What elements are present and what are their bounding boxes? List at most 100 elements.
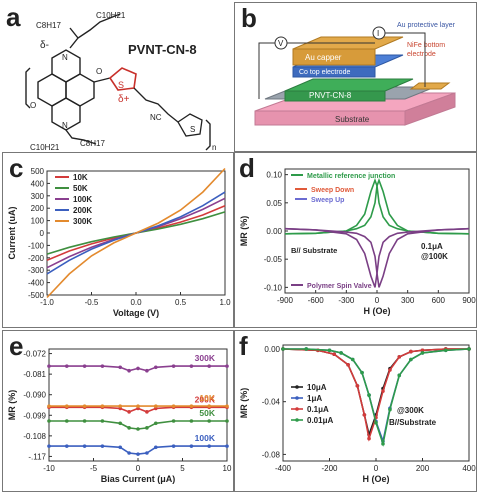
y-tick-label: 200 — [31, 204, 45, 213]
atom-n-bottom: N — [62, 121, 68, 130]
data-point — [189, 364, 194, 368]
legend-label: 10μA — [307, 383, 327, 392]
annot-nife-2: electrode — [407, 51, 436, 58]
data-point — [145, 368, 149, 373]
ammeter-label: I — [377, 29, 379, 38]
x-tick-label: -400 — [275, 464, 292, 473]
annotation-temperature: @300K — [397, 406, 424, 415]
series-label: 10K — [199, 393, 215, 403]
data-point — [127, 368, 131, 373]
data-point — [100, 404, 105, 408]
series-line — [46, 167, 226, 299]
chart-e: -10 -5 0 5 10 -.117 -0.108 -0.099 -0.090 -0.081 -0… — [7, 348, 232, 484]
legend-label: 50K — [73, 184, 88, 193]
data-point — [82, 444, 87, 448]
data-point — [47, 404, 51, 408]
panel-c-label: c — [9, 153, 24, 183]
annot-nife-1: NiFe bottom — [407, 42, 445, 49]
data-point — [381, 442, 385, 446]
data-point — [367, 393, 371, 397]
data-point — [82, 364, 87, 368]
layer-label-co: Co top electrode — [299, 69, 350, 76]
data-point — [189, 404, 194, 408]
x-tick-label: 400 — [462, 464, 476, 473]
chain-label-3: C8H17 — [80, 139, 105, 148]
x-axis-label: Bias Current (μA) — [101, 474, 176, 484]
panel-f-label: f — [239, 331, 248, 361]
data-point — [118, 404, 122, 408]
data-point — [381, 389, 385, 393]
data-point — [304, 347, 309, 351]
plot-frame — [282, 344, 470, 462]
x-tick-label: -200 — [321, 464, 338, 473]
data-point — [100, 419, 105, 423]
subscript-n: n — [212, 143, 216, 152]
x-tick-label: 0 — [136, 464, 141, 473]
data-point — [409, 357, 413, 362]
chain-label-4: C10H21 — [30, 143, 60, 152]
y-tick-label: -0.04 — [262, 398, 281, 407]
data-point — [136, 452, 140, 456]
y-tick-label: 0.10 — [266, 171, 282, 180]
data-point — [171, 404, 176, 408]
y-tick-label: -0.090 — [23, 391, 46, 400]
y-tick-label: -.117 — [28, 452, 46, 461]
data-point — [346, 362, 350, 367]
y-tick-label: 400 — [31, 179, 45, 188]
data-point — [367, 436, 371, 441]
data-point — [65, 444, 69, 448]
panel-c: c -1.0 -0.5 0.0 0.5 1.0 500 400 300 200 100 0 -100-… — [2, 152, 234, 328]
data-point — [145, 451, 149, 455]
legend-label: Sweep Down — [311, 187, 354, 194]
atom-o-1: O — [96, 67, 102, 76]
y-tick-label: -0.08 — [262, 450, 281, 459]
data-point — [118, 365, 122, 370]
data-point — [47, 444, 51, 448]
panel-e: e -10 -5 0 5 10 -.117 -0.108 -0.099 -0.090 -0.081… — [2, 330, 234, 492]
data-point — [154, 445, 158, 450]
data-point — [118, 445, 122, 450]
molecule-name: PVNT-CN-8 — [128, 42, 197, 57]
data-point — [225, 404, 229, 408]
chain-label-1: C8H17 — [36, 21, 61, 30]
data-point — [207, 419, 211, 423]
annot-au-protective: Au protective layer — [397, 22, 456, 29]
data-point — [388, 407, 392, 412]
legend-label: 300K — [73, 217, 92, 226]
y-tick-label: -0.072 — [23, 350, 46, 359]
data-point — [136, 427, 140, 431]
y-tick-label: 300 — [31, 192, 45, 201]
data-point — [47, 364, 51, 368]
y-tick-label: 0.05 — [266, 199, 282, 208]
y-axis-label: MR (%) — [239, 216, 249, 247]
data-point — [171, 364, 176, 368]
data-point — [281, 347, 285, 351]
chart-f: -400 -200 0 200 400 0.00 -0.04 -0.08 H (Oe) MR (%… — [239, 344, 476, 484]
data-point — [82, 419, 87, 423]
legend-label: Metallic reference junction — [307, 173, 395, 180]
delta-minus: δ- — [40, 40, 49, 51]
y-tick-label: -100 — [28, 241, 45, 250]
series-label: 300K — [195, 353, 216, 363]
atom-o-2: O — [30, 101, 36, 110]
data-point — [189, 419, 194, 423]
data-point — [225, 364, 229, 368]
annotation-temperature: @100K — [421, 252, 448, 261]
x-tick-label: 0 — [375, 296, 380, 305]
x-tick-label: -0.5 — [85, 298, 99, 307]
data-point — [207, 404, 211, 408]
panel-b-label: b — [241, 3, 257, 33]
data-point — [127, 426, 131, 430]
data-point — [171, 419, 176, 423]
legend-label: 200K — [73, 206, 92, 215]
data-point — [350, 357, 355, 362]
data-point — [145, 426, 149, 430]
legend-marker — [295, 407, 299, 411]
legend-label: 10K — [73, 173, 88, 182]
panel-a-label: a — [6, 2, 21, 32]
y-tick-label: 0.00 — [264, 345, 280, 354]
y-tick-label: -300 — [28, 266, 45, 275]
data-point — [136, 404, 140, 408]
data-point — [225, 419, 229, 423]
legend-label: 0.01μA — [307, 416, 333, 425]
